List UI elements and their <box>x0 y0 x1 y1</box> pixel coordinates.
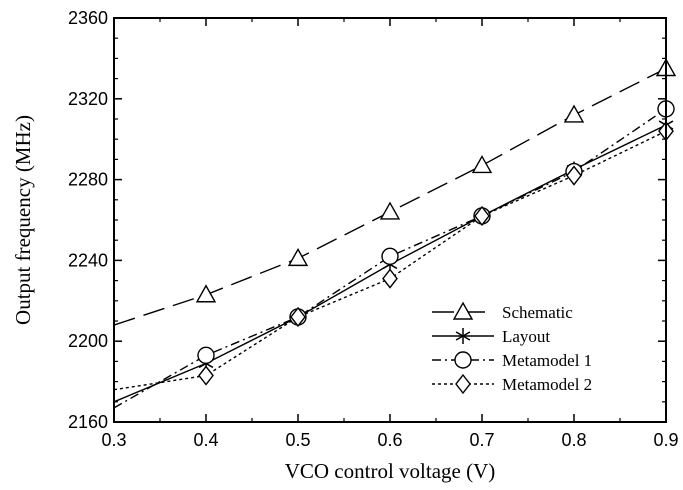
x-tick-label: 0.9 <box>653 430 678 450</box>
series-4-point-6 <box>566 165 582 186</box>
series-1-point-4 <box>379 201 401 220</box>
legend-marker-1 <box>452 301 474 320</box>
series-4-point-5 <box>474 205 490 227</box>
y-axis-label: Output frequency (MHz) <box>11 115 35 325</box>
series-1-point-5 <box>471 155 493 174</box>
x-tick-label: 0.7 <box>469 430 494 450</box>
x-axis-label: VCO control voltage (V) <box>285 459 496 483</box>
y-tick-label: 2280 <box>68 170 108 190</box>
x-tick-label: 0.6 <box>377 430 402 450</box>
series-1-point-2 <box>195 284 217 303</box>
series-3-point-4 <box>381 247 399 266</box>
legend-label-4: Metamodel 2 <box>502 375 592 394</box>
legend-marker-2 <box>455 328 471 344</box>
legend-label-2: Layout <box>502 327 550 346</box>
y-tick-label: 2200 <box>68 331 108 351</box>
x-tick-label: 0.8 <box>561 430 586 450</box>
series-4-point-2 <box>198 365 214 386</box>
y-tick-label: 2160 <box>68 412 108 432</box>
series-4-point-4 <box>382 268 398 289</box>
series-1-point-3 <box>287 247 309 267</box>
x-tick-label: 0.5 <box>285 430 310 450</box>
legend-marker-4 <box>455 373 471 395</box>
y-tick-label: 2360 <box>68 8 108 28</box>
legend: Schematic Layout Metamodel 1 Metamodel 2 <box>432 301 592 395</box>
series-3-point-2 <box>197 346 215 365</box>
axis-ticks: 0.3 0.4 0.5 0.6 0.7 0.8 0.9 2160 2200 2240 2280 232… <box>68 8 679 450</box>
legend-marker-3 <box>454 351 472 369</box>
x-tick-label: 0.3 <box>101 430 126 450</box>
legend-label-3: Metamodel 1 <box>502 351 592 370</box>
series-4-point-3 <box>290 306 306 328</box>
legend-label-1: Schematic <box>502 303 573 322</box>
y-tick-label: 2320 <box>68 89 108 109</box>
x-tick-label: 0.4 <box>193 430 218 450</box>
series-1-point-6 <box>563 104 585 123</box>
y-tick-label: 2240 <box>68 250 108 270</box>
